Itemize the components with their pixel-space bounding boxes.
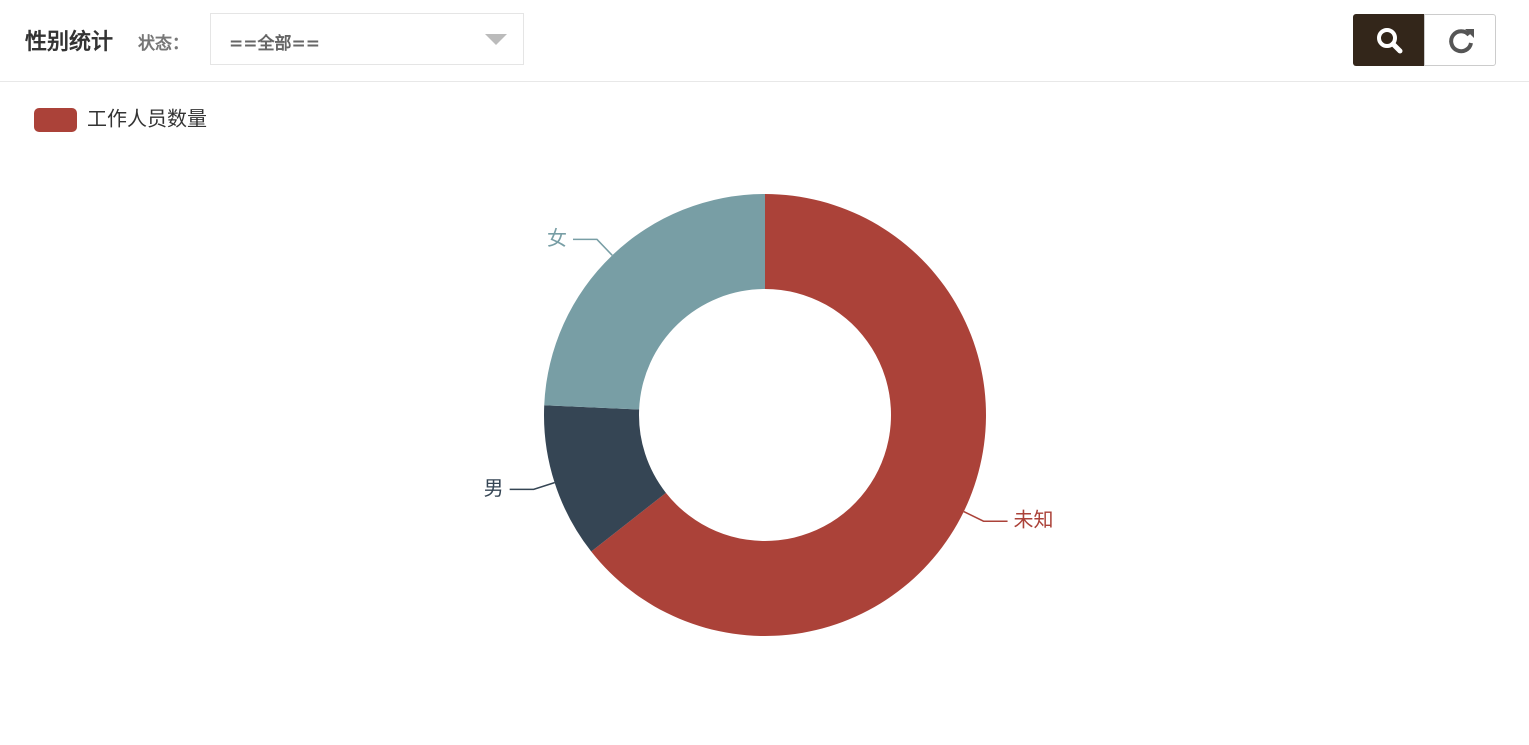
dropdown-arrow [485,34,507,45]
search-icon [1377,28,1403,54]
status-select[interactable]: ==全部== [210,13,524,65]
label-line [963,510,1008,522]
legend-label: 工作人员数量 [87,107,207,131]
refresh-icon [1449,29,1474,54]
slice-label: 男 [484,476,504,500]
label-line [509,481,555,491]
donut-slice [591,194,986,636]
toolbar: 性别统计 状态： ==全部== [0,0,1529,82]
page-title: 性别统计 [25,30,114,55]
label-line [572,238,613,256]
select-value: ==全部== [229,34,320,54]
search-button[interactable] [1353,14,1425,66]
slice-label: 女 [547,226,567,250]
filter-label: 状态： [138,34,189,54]
refresh-button[interactable] [1424,14,1496,66]
slice-label: 未知 [1014,508,1054,532]
donut-slice [544,405,666,552]
donut-slice [544,194,765,410]
legend-swatch [34,108,77,132]
